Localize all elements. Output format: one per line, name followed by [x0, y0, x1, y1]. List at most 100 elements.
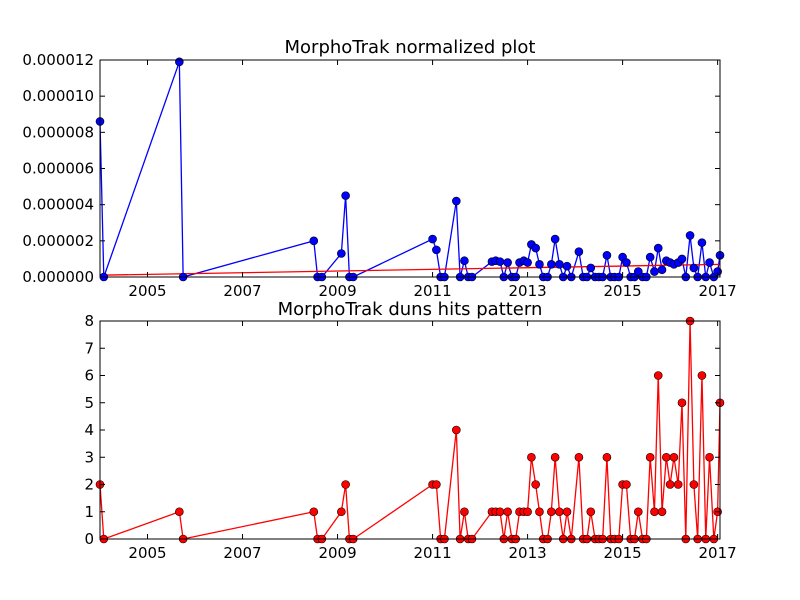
top-chart-data-point [689, 263, 699, 273]
top-chart-data-point [341, 191, 350, 200]
bottom-chart-x-tick-label: 2011 [413, 544, 451, 562]
bottom-chart-data-point [657, 507, 667, 517]
top-chart-data-point [650, 267, 659, 276]
top-chart-x-tick-label: 2015 [604, 282, 642, 300]
top-chart-x-tick-label: 2011 [413, 282, 451, 300]
bottom-chart-data-point [531, 480, 540, 489]
bottom-chart-data-point [341, 480, 350, 489]
top-chart-x-tick-label: 2007 [223, 282, 261, 300]
bottom-chart-y-tick-label: 4 [84, 421, 94, 439]
top-chart-y-tick-label: 0.000004 [22, 196, 94, 214]
top-chart-data-point [503, 258, 512, 267]
bottom-chart-x-tick-label: 2007 [223, 544, 261, 562]
bottom-chart-plot-area [95, 316, 725, 544]
bottom-chart-data-point [645, 452, 655, 462]
top-chart-data-point [705, 258, 714, 267]
top-chart-data-point [697, 238, 707, 247]
bottom-chart-data-point [337, 507, 346, 517]
bottom-chart-data-point [550, 452, 560, 462]
top-chart-data-point [460, 256, 469, 266]
top-chart-data-point [531, 243, 540, 253]
bottom-chart-y-tick-label: 8 [84, 312, 94, 330]
top-chart-y-tick-label: 0.000008 [22, 123, 94, 141]
top-chart-data-point [523, 258, 532, 267]
bottom-chart-data-point [523, 507, 532, 517]
bottom-chart-data-point [669, 452, 679, 462]
bottom-chart-data-point [662, 452, 671, 462]
top-chart-data-point [535, 260, 544, 269]
bottom-chart-data-point [495, 507, 505, 517]
top-chart-data-point [428, 234, 437, 244]
bottom-chart-axes: 2005 2007 2009 2011 2013 2015 2017 0 1 2 3 4 5 6 7 8 [84, 312, 736, 562]
bottom-chart-data-point [562, 507, 572, 517]
bottom-chart-y-tick-label: 7 [84, 339, 94, 357]
bottom-chart: MorphoTrak duns hits pattern 2005 2007 200… [84, 299, 736, 562]
bottom-chart-data-point [650, 507, 659, 517]
bottom-chart-data-point [535, 507, 544, 517]
top-chart-data-point [337, 249, 346, 258]
top-chart-series-line-trend [99, 263, 721, 276]
top-chart-x-tick-label: 2013 [508, 282, 546, 300]
bottom-chart-data-point [432, 480, 441, 489]
top-chart: MorphoTrak normalized plot 2005 2007 2009 2… [22, 37, 736, 300]
bottom-chart-data-point [574, 452, 584, 462]
top-chart-data-point [602, 251, 612, 260]
bottom-chart-data-point [697, 371, 707, 380]
bottom-chart-series-line-duns-hits [99, 320, 721, 540]
top-chart-y-tick-label: 0.000010 [22, 87, 94, 105]
bottom-chart-frame [99, 320, 721, 540]
top-chart-data-point [550, 234, 560, 244]
bottom-chart-x-tick-label: 2013 [508, 544, 546, 562]
top-chart-data-point [586, 263, 596, 273]
top-chart-data-point [432, 245, 441, 255]
top-chart-frame [99, 59, 721, 278]
bottom-chart-data-point [602, 452, 612, 462]
bottom-chart-y-tick-label: 0 [84, 530, 94, 548]
top-chart-title: MorphoTrak normalized plot [285, 37, 536, 58]
bottom-chart-data-point [673, 480, 683, 489]
bottom-chart-data-point [677, 398, 687, 408]
bottom-chart-data-point [452, 425, 461, 435]
bottom-chart-data-point [665, 480, 675, 489]
bottom-chart-y-tick-label: 6 [84, 367, 94, 385]
top-chart-data-point [622, 258, 631, 267]
top-chart-data-point [645, 252, 655, 262]
bottom-chart-data-point [547, 507, 556, 517]
bottom-chart-data-point [586, 507, 596, 517]
bottom-chart-data-point [622, 480, 631, 489]
top-chart-data-point [175, 57, 184, 67]
top-chart-plot-area [95, 57, 725, 282]
bottom-chart-data-point [555, 507, 564, 517]
top-chart-data-point [547, 260, 556, 269]
top-chart-y-tick-label: 0.000012 [22, 51, 94, 69]
top-chart-data-point [574, 247, 584, 256]
top-chart-data-point [657, 265, 667, 275]
bottom-chart-data-point [527, 452, 536, 462]
bottom-chart-data-point [653, 371, 663, 380]
top-chart-y-tick-label: 0.000006 [22, 160, 94, 178]
bottom-chart-y-tick-label: 3 [84, 448, 94, 466]
bottom-chart-data-point [705, 452, 714, 462]
bottom-chart-data-point [633, 507, 643, 517]
top-chart-data-point [495, 257, 505, 266]
bottom-chart-y-tick-label: 2 [84, 476, 94, 494]
top-chart-data-point [685, 231, 695, 240]
top-chart-data-point [677, 254, 687, 264]
bottom-chart-data-point [460, 507, 469, 517]
bottom-chart-title: MorphoTrak duns hits pattern [278, 299, 543, 320]
bottom-chart-x-tick-label: 2017 [699, 544, 737, 562]
top-chart-y-tick-label: 0.000002 [22, 232, 94, 250]
bottom-chart-x-tick-label: 2015 [604, 544, 642, 562]
bottom-chart-x-tick-label: 2005 [128, 544, 166, 562]
bottom-chart-data-point [503, 507, 512, 517]
bottom-chart-y-tick-label: 1 [84, 503, 94, 521]
top-chart-data-point [562, 261, 572, 271]
top-chart-series-line-normalized [99, 61, 721, 280]
top-chart-data-point [653, 243, 663, 253]
bottom-chart-data-point [689, 480, 699, 489]
top-chart-data-point [555, 260, 564, 269]
bottom-chart-data-point [175, 507, 184, 517]
top-chart-y-tick-label: 0.000000 [22, 268, 94, 286]
top-chart-data-point [309, 236, 319, 246]
